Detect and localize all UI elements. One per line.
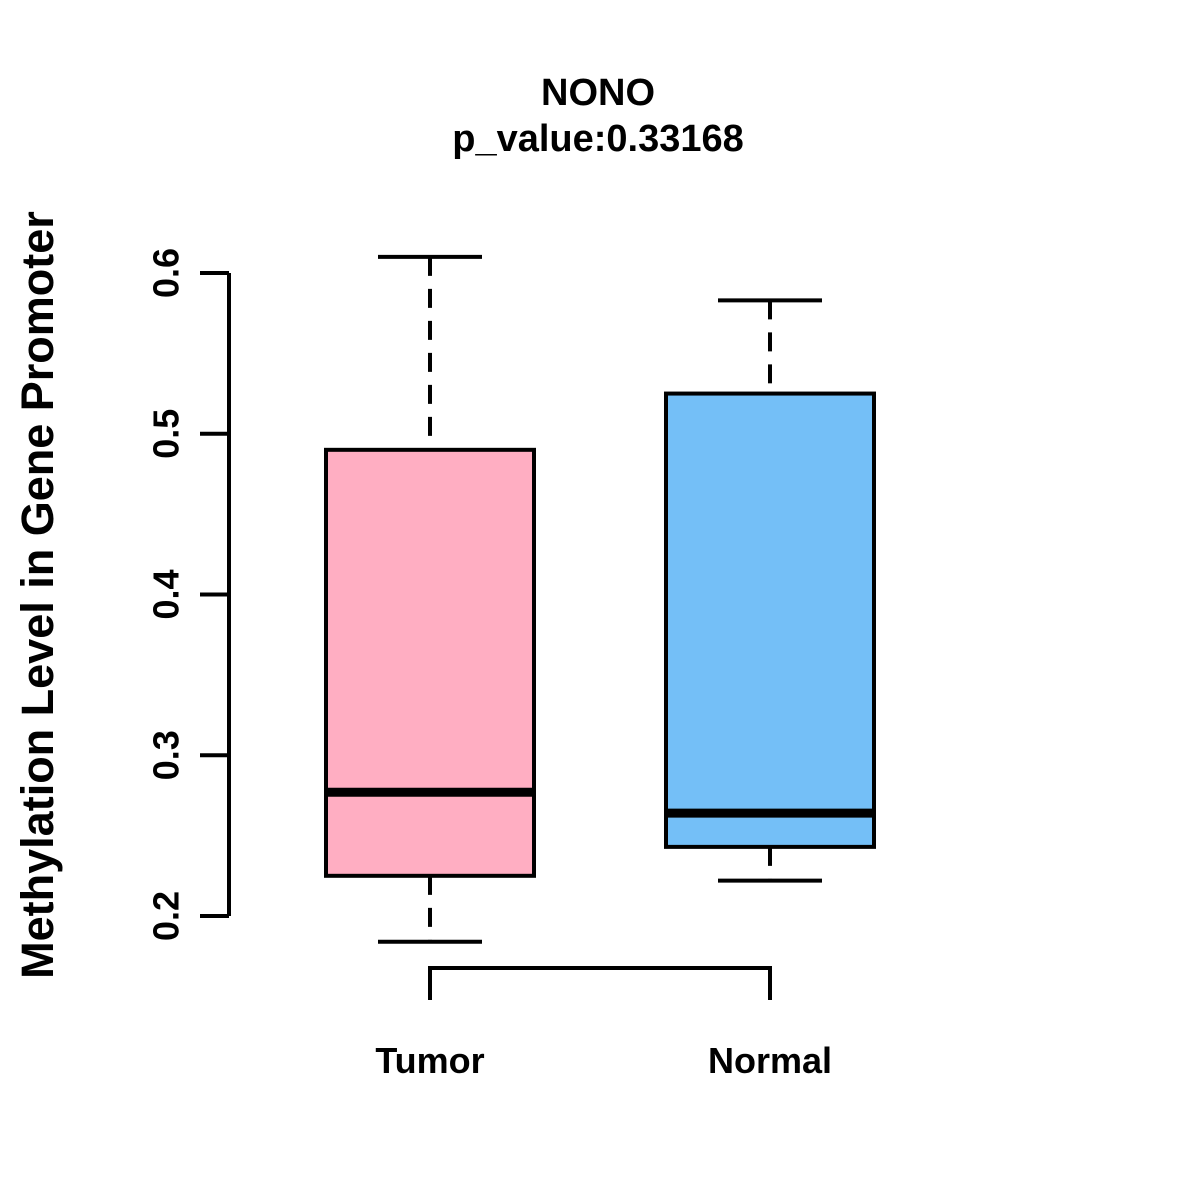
y-tick-label: 0.2 (146, 891, 187, 941)
comparison-bracket (428, 966, 772, 1000)
chart-subtitle-pvalue: p_value:0.33168 (452, 118, 744, 160)
y-tick-label: 0.5 (146, 409, 187, 459)
y-tick-label: 0.6 (146, 248, 187, 298)
box-tumor (324, 447, 536, 878)
y-tick-label: 0.3 (146, 730, 187, 780)
y-tick-label: 0.4 (146, 569, 187, 619)
box-normal (664, 391, 876, 849)
x-label-tumor: Tumor (375, 1040, 484, 1081)
x-label-normal: Normal (708, 1040, 832, 1081)
chart-title: NONO (541, 72, 655, 114)
